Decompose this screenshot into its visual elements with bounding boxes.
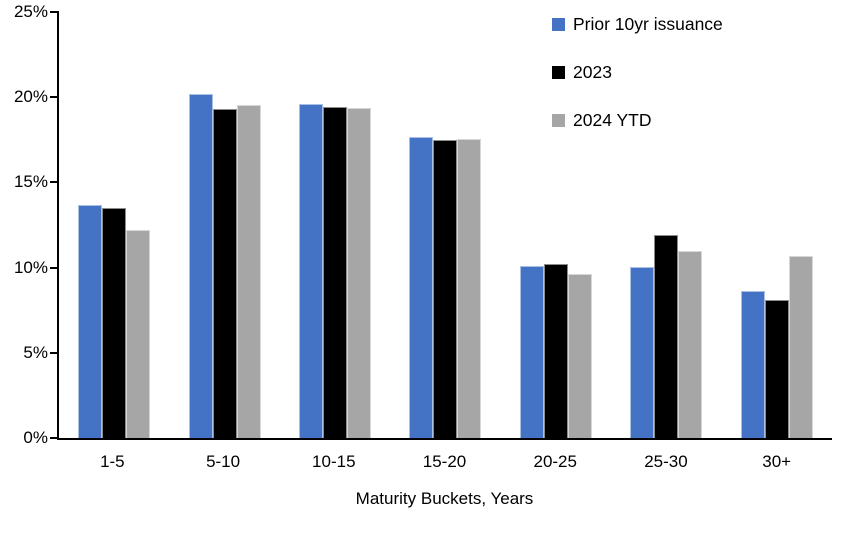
legend-swatch-icon bbox=[552, 65, 565, 79]
x-tick-label: 10-15 bbox=[312, 452, 356, 471]
legend: Prior 10yr issuance 2023 2024 YTD bbox=[552, 14, 723, 130]
y-tick bbox=[50, 11, 59, 13]
y-tick bbox=[50, 351, 59, 354]
x-axis-labels: 1-5 5-10 10-15 15-20 20-25 25-30 30+ bbox=[57, 452, 832, 472]
bar bbox=[654, 235, 679, 438]
bar-group bbox=[390, 12, 500, 438]
legend-label: 2023 bbox=[573, 62, 612, 82]
legend-item: 2023 bbox=[552, 62, 723, 82]
bar bbox=[764, 299, 789, 438]
y-tick-label: 5% bbox=[23, 342, 48, 362]
bar bbox=[788, 255, 813, 438]
bar-group bbox=[280, 12, 390, 438]
bar bbox=[433, 139, 458, 438]
legend-label: 2024 YTD bbox=[573, 110, 652, 130]
legend-swatch-icon bbox=[552, 113, 565, 127]
y-tick-label: 15% bbox=[13, 172, 48, 192]
x-axis-title: Maturity Buckets, Years bbox=[355, 489, 534, 508]
bar-group bbox=[59, 12, 169, 438]
y-tick bbox=[50, 181, 59, 184]
bar-group bbox=[501, 12, 611, 438]
bar bbox=[102, 207, 127, 438]
plot-area: 0% 5% 10% 15% 20% 25% bbox=[14, 2, 832, 447]
bar bbox=[543, 264, 568, 438]
y-tick bbox=[50, 437, 59, 439]
bar bbox=[519, 265, 544, 438]
x-tick-label: 1-5 bbox=[100, 452, 125, 471]
bar bbox=[409, 137, 434, 438]
x-tick-label: 30+ bbox=[762, 452, 792, 471]
y-tick-label: 0% bbox=[23, 428, 48, 447]
bar bbox=[567, 274, 592, 438]
bar bbox=[299, 104, 324, 438]
x-tick-label: 5-10 bbox=[206, 452, 241, 471]
bar bbox=[126, 230, 151, 438]
legend-swatch-icon bbox=[552, 17, 565, 31]
bar-groups bbox=[59, 12, 832, 438]
bar-group bbox=[611, 12, 721, 438]
legend-item: 2024 YTD bbox=[552, 110, 723, 130]
x-tick-label: 25-30 bbox=[644, 452, 688, 471]
y-tick bbox=[50, 96, 59, 99]
bar bbox=[236, 104, 261, 438]
y-tick-label: 25% bbox=[13, 2, 48, 21]
bar-group bbox=[169, 12, 279, 438]
bar bbox=[323, 106, 348, 438]
x-tick-label: 15-20 bbox=[422, 452, 467, 471]
bar-group bbox=[722, 12, 832, 438]
bar bbox=[457, 138, 482, 438]
y-tick bbox=[50, 266, 59, 269]
bar bbox=[347, 108, 372, 438]
bar bbox=[188, 93, 213, 438]
legend-label: Prior 10yr issuance bbox=[573, 14, 723, 34]
y-tick-label: 20% bbox=[13, 87, 48, 107]
y-tick-label: 10% bbox=[13, 257, 48, 277]
bar bbox=[78, 204, 103, 438]
bar bbox=[212, 109, 237, 438]
bar bbox=[740, 291, 765, 438]
x-tick-label: 20-25 bbox=[533, 452, 577, 471]
legend-item: Prior 10yr issuance bbox=[552, 14, 723, 34]
bar bbox=[630, 266, 655, 438]
bar bbox=[678, 250, 703, 438]
